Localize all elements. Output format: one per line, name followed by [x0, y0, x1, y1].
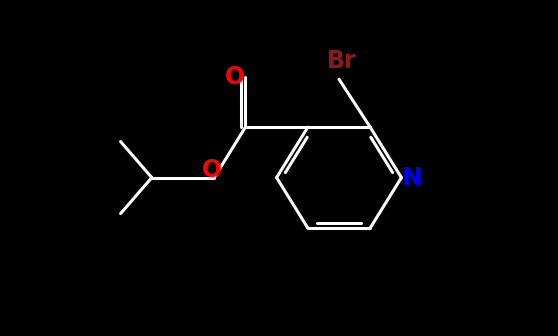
Text: N: N — [402, 166, 422, 190]
Text: Br: Br — [326, 49, 356, 74]
Text: O: O — [225, 65, 245, 89]
Text: O: O — [202, 158, 222, 182]
